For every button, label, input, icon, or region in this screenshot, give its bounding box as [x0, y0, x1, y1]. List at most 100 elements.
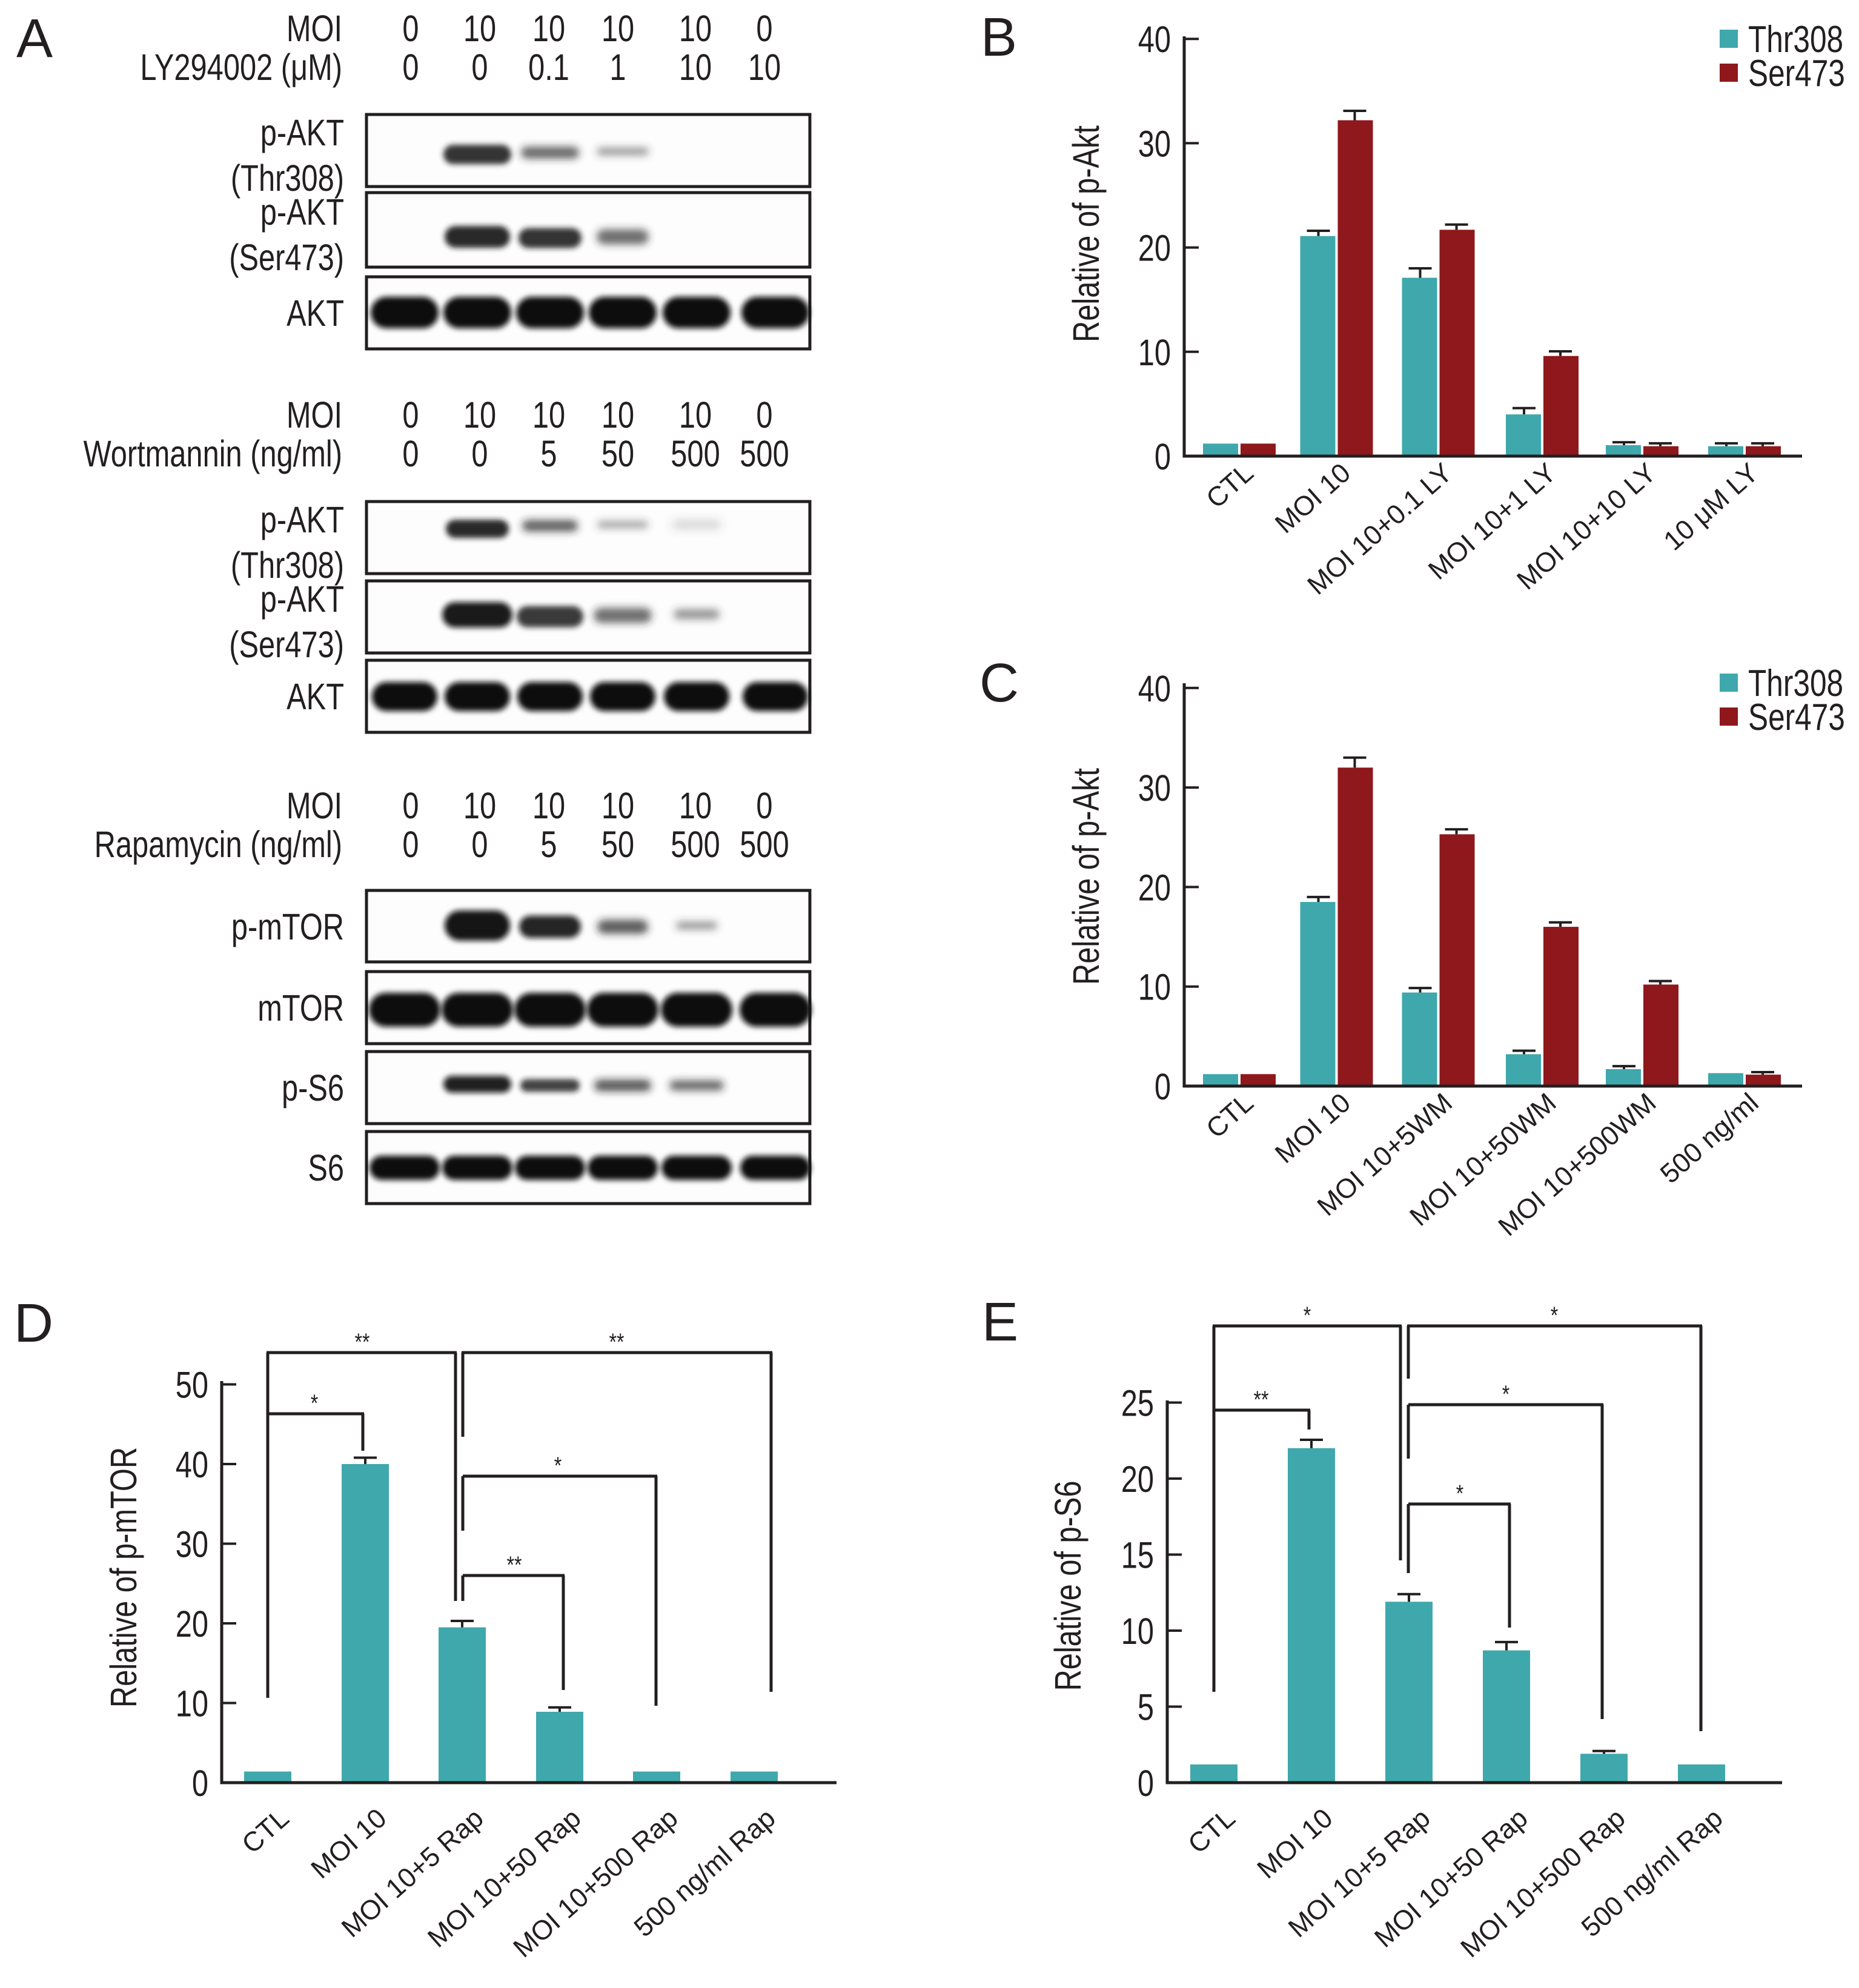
svg-text:0: 0: [1155, 1066, 1171, 1107]
svg-text:p-AKT: p-AKT: [260, 112, 344, 153]
svg-text:10: 10: [601, 785, 634, 826]
svg-text:10: 10: [532, 8, 565, 49]
svg-text:*: *: [1456, 1480, 1463, 1507]
svg-text:0: 0: [402, 785, 419, 826]
svg-text:10: 10: [748, 47, 781, 88]
svg-text:0: 0: [1138, 1763, 1154, 1804]
svg-text:10: 10: [601, 394, 634, 436]
svg-text:A: A: [16, 8, 53, 69]
svg-text:50: 50: [601, 824, 634, 865]
svg-text:mTOR: mTOR: [257, 987, 344, 1029]
svg-text:20: 20: [1138, 227, 1171, 268]
svg-text:(Thr308): (Thr308): [231, 545, 344, 586]
svg-text:0: 0: [756, 394, 772, 436]
svg-text:Relative of p-Akt: Relative of p-Akt: [1065, 768, 1107, 985]
svg-text:0: 0: [756, 785, 772, 826]
svg-text:20: 20: [1121, 1459, 1154, 1500]
svg-text:Wortmannin (ng/ml): Wortmannin (ng/ml): [84, 433, 342, 474]
svg-text:E: E: [982, 1292, 1018, 1353]
svg-text:10: 10: [532, 394, 565, 436]
svg-text:0: 0: [471, 824, 488, 865]
svg-text:p-AKT: p-AKT: [260, 191, 344, 233]
svg-text:15: 15: [1121, 1534, 1154, 1575]
svg-text:AKT: AKT: [287, 293, 344, 334]
svg-text:0: 0: [192, 1763, 208, 1804]
svg-text:Relative of p-Akt: Relative of p-Akt: [1065, 125, 1107, 342]
svg-text:0: 0: [402, 394, 419, 436]
svg-text:B: B: [981, 7, 1017, 68]
svg-text:50: 50: [176, 1364, 208, 1405]
svg-text:500: 500: [671, 433, 720, 474]
svg-text:10: 10: [463, 8, 496, 49]
svg-text:0: 0: [471, 47, 488, 88]
svg-text:LY294002 (μM): LY294002 (μM): [140, 47, 342, 88]
svg-text:(Ser473): (Ser473): [229, 624, 344, 665]
svg-text:10: 10: [176, 1683, 208, 1724]
svg-text:(Thr308): (Thr308): [231, 157, 344, 199]
svg-text:1: 1: [609, 47, 626, 88]
svg-text:AKT: AKT: [287, 676, 344, 717]
svg-text:Thr308: Thr308: [1748, 18, 1843, 61]
svg-text:0: 0: [1155, 436, 1171, 477]
svg-text:10: 10: [679, 47, 712, 88]
svg-text:40: 40: [1138, 668, 1171, 709]
svg-text:**: **: [609, 1328, 625, 1356]
svg-text:*: *: [311, 1390, 318, 1417]
svg-text:5: 5: [540, 433, 557, 474]
svg-text:20: 20: [1138, 867, 1171, 908]
svg-text:10: 10: [463, 394, 496, 436]
svg-text:MOI: MOI: [287, 394, 342, 436]
svg-text:*: *: [1502, 1380, 1509, 1408]
svg-text:p-S6: p-S6: [282, 1067, 344, 1108]
svg-text:10: 10: [1121, 1611, 1154, 1652]
svg-text:**: **: [507, 1551, 522, 1579]
svg-text:D: D: [14, 1293, 53, 1354]
svg-text:10: 10: [601, 8, 634, 49]
svg-text:C: C: [979, 653, 1019, 714]
svg-text:10: 10: [1138, 966, 1171, 1007]
svg-text:0: 0: [402, 47, 419, 88]
svg-text:*: *: [554, 1452, 562, 1479]
svg-text:Relative of p-S6: Relative of p-S6: [1047, 1480, 1089, 1691]
svg-text:50: 50: [601, 433, 634, 474]
svg-text:40: 40: [176, 1444, 208, 1485]
svg-text:10: 10: [679, 785, 712, 826]
svg-text:0: 0: [471, 433, 488, 474]
svg-text:Thr308: Thr308: [1748, 662, 1843, 704]
svg-text:10: 10: [679, 8, 712, 49]
svg-text:10: 10: [463, 785, 496, 826]
svg-text:*: *: [1551, 1302, 1558, 1329]
svg-text:0: 0: [402, 824, 419, 865]
svg-text:**: **: [355, 1328, 370, 1356]
svg-text:0: 0: [402, 433, 419, 474]
svg-text:(Ser473): (Ser473): [229, 237, 344, 278]
svg-text:10: 10: [1138, 332, 1171, 373]
svg-text:30: 30: [1138, 123, 1171, 164]
svg-text:MOI: MOI: [287, 8, 342, 49]
svg-text:10: 10: [532, 785, 565, 826]
svg-text:Ser473: Ser473: [1748, 696, 1845, 738]
svg-text:p-AKT: p-AKT: [260, 499, 344, 540]
svg-text:30: 30: [1138, 767, 1171, 809]
svg-text:20: 20: [176, 1603, 208, 1645]
svg-text:30: 30: [176, 1523, 208, 1565]
svg-text:5: 5: [540, 824, 557, 865]
svg-text:p-mTOR: p-mTOR: [231, 906, 344, 947]
svg-text:*: *: [1304, 1302, 1311, 1329]
svg-text:0: 0: [756, 8, 772, 49]
svg-text:5: 5: [1138, 1686, 1154, 1728]
svg-text:MOI: MOI: [287, 785, 342, 826]
svg-text:p-AKT: p-AKT: [260, 578, 344, 620]
svg-text:S6: S6: [308, 1147, 344, 1188]
svg-text:**: **: [1254, 1386, 1269, 1413]
svg-text:0: 0: [402, 8, 419, 49]
svg-text:Relative of p-mTOR: Relative of p-mTOR: [103, 1447, 144, 1708]
svg-text:25: 25: [1121, 1382, 1154, 1423]
svg-text:500: 500: [740, 433, 789, 474]
svg-text:500: 500: [740, 824, 789, 865]
svg-text:40: 40: [1138, 19, 1171, 60]
svg-text:Ser473: Ser473: [1748, 52, 1845, 94]
svg-text:10: 10: [679, 394, 712, 436]
svg-text:Rapamycin (ng/ml): Rapamycin (ng/ml): [94, 824, 342, 865]
svg-text:0.1: 0.1: [528, 47, 569, 88]
